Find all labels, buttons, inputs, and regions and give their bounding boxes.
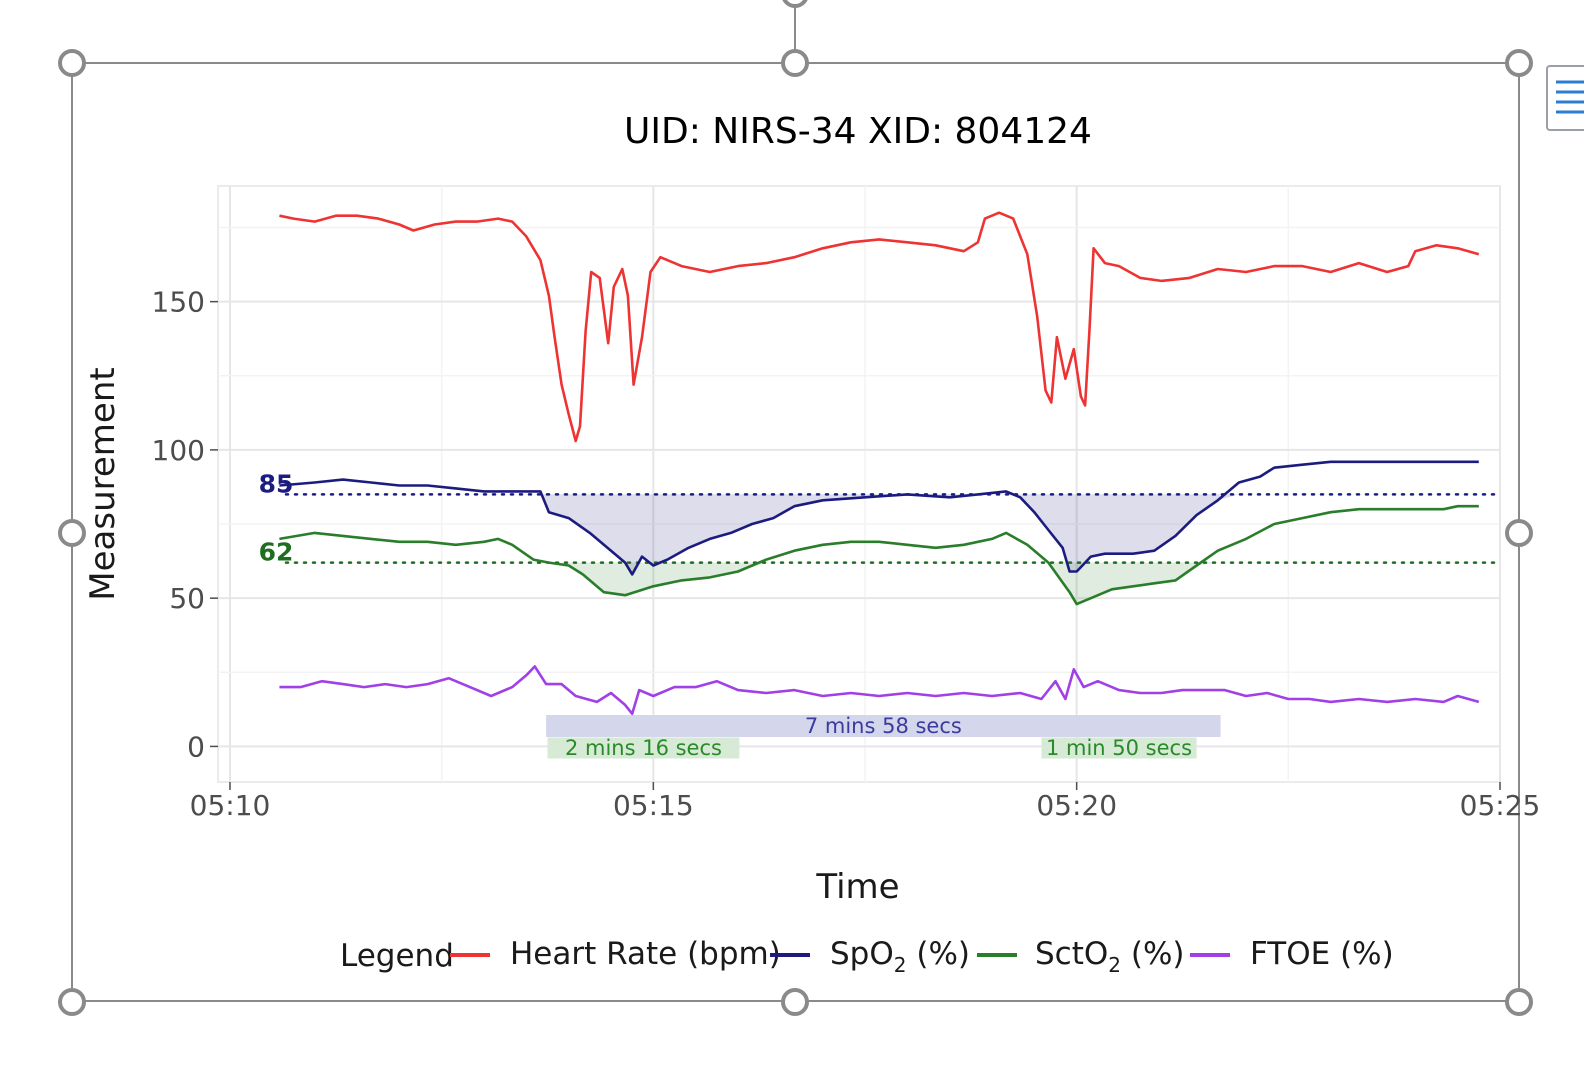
legend-entry-label: FTOE (%) bbox=[1250, 936, 1394, 972]
duration-bar bbox=[546, 715, 1221, 737]
threshold-fills bbox=[279, 494, 1479, 605]
duration-label: 1 min 50 secs bbox=[1046, 736, 1192, 760]
resize-handle-top-right[interactable] bbox=[1505, 49, 1533, 77]
resize-handle-bottom-left[interactable] bbox=[58, 988, 86, 1016]
resize-handle-top-left[interactable] bbox=[58, 49, 86, 77]
series-line-ftoe bbox=[279, 665, 1480, 716]
legend-entry-label: SctO2 (%) bbox=[1035, 936, 1185, 977]
resize-handle-top[interactable] bbox=[781, 49, 809, 77]
layout-options-button[interactable] bbox=[1546, 65, 1584, 131]
x-tick-label: 05:20 bbox=[1036, 789, 1117, 822]
y-tick-label: 0 bbox=[187, 730, 205, 763]
series-lines bbox=[279, 211, 1480, 716]
legend-title: Legend bbox=[340, 938, 454, 974]
grid bbox=[218, 186, 1501, 782]
y-axis-ticks: 0 50 100 150 bbox=[152, 286, 218, 763]
y-tick-label: 150 bbox=[152, 286, 205, 319]
rotate-handle[interactable] bbox=[782, 0, 808, 8]
x-axis-ticks: 05:10 05:15 05:20 05:25 bbox=[190, 782, 1541, 822]
x-tick-label: 05:15 bbox=[613, 789, 694, 822]
threshold-fill-62 bbox=[279, 562, 1479, 605]
duration-label: 7 mins 58 secs bbox=[805, 714, 962, 738]
duration-bar bbox=[547, 737, 740, 759]
resize-handle-bottom-right[interactable] bbox=[1505, 988, 1533, 1016]
series-line-spo2 bbox=[279, 460, 1479, 576]
resize-handle-bottom[interactable] bbox=[781, 988, 809, 1016]
resize-handle-right[interactable] bbox=[1505, 519, 1533, 547]
y-tick-label: 100 bbox=[152, 434, 205, 467]
x-tick-label: 05:25 bbox=[1460, 789, 1541, 822]
threshold-label-62: 62 bbox=[259, 538, 294, 567]
resize-handle-left[interactable] bbox=[58, 519, 86, 547]
duration-bars: 7 mins 58 secs 2 mins 16 secs 1 min 50 sec… bbox=[546, 714, 1221, 760]
legend-entry-label: Heart Rate (bpm) bbox=[510, 936, 781, 972]
x-axis-title: Time bbox=[815, 867, 899, 907]
duration-bar bbox=[1041, 737, 1197, 759]
duration-label: 2 mins 16 secs bbox=[565, 736, 722, 760]
threshold-fill-85 bbox=[279, 494, 1479, 575]
y-tick-label: 50 bbox=[169, 582, 205, 615]
chart-title: UID: NIRS-34 XID: 804124 bbox=[624, 111, 1092, 152]
series-line-heart-rate-bpm bbox=[279, 211, 1480, 443]
series-line-scto2 bbox=[279, 504, 1479, 606]
y-axis-title: Measurement bbox=[83, 367, 123, 600]
x-tick-label: 05:10 bbox=[190, 789, 271, 822]
legend-entry-label: SpO2 (%) bbox=[830, 936, 970, 977]
legend: Legend Heart Rate (bpm) SpO2 (%) SctO2 (%) F… bbox=[340, 936, 1394, 977]
